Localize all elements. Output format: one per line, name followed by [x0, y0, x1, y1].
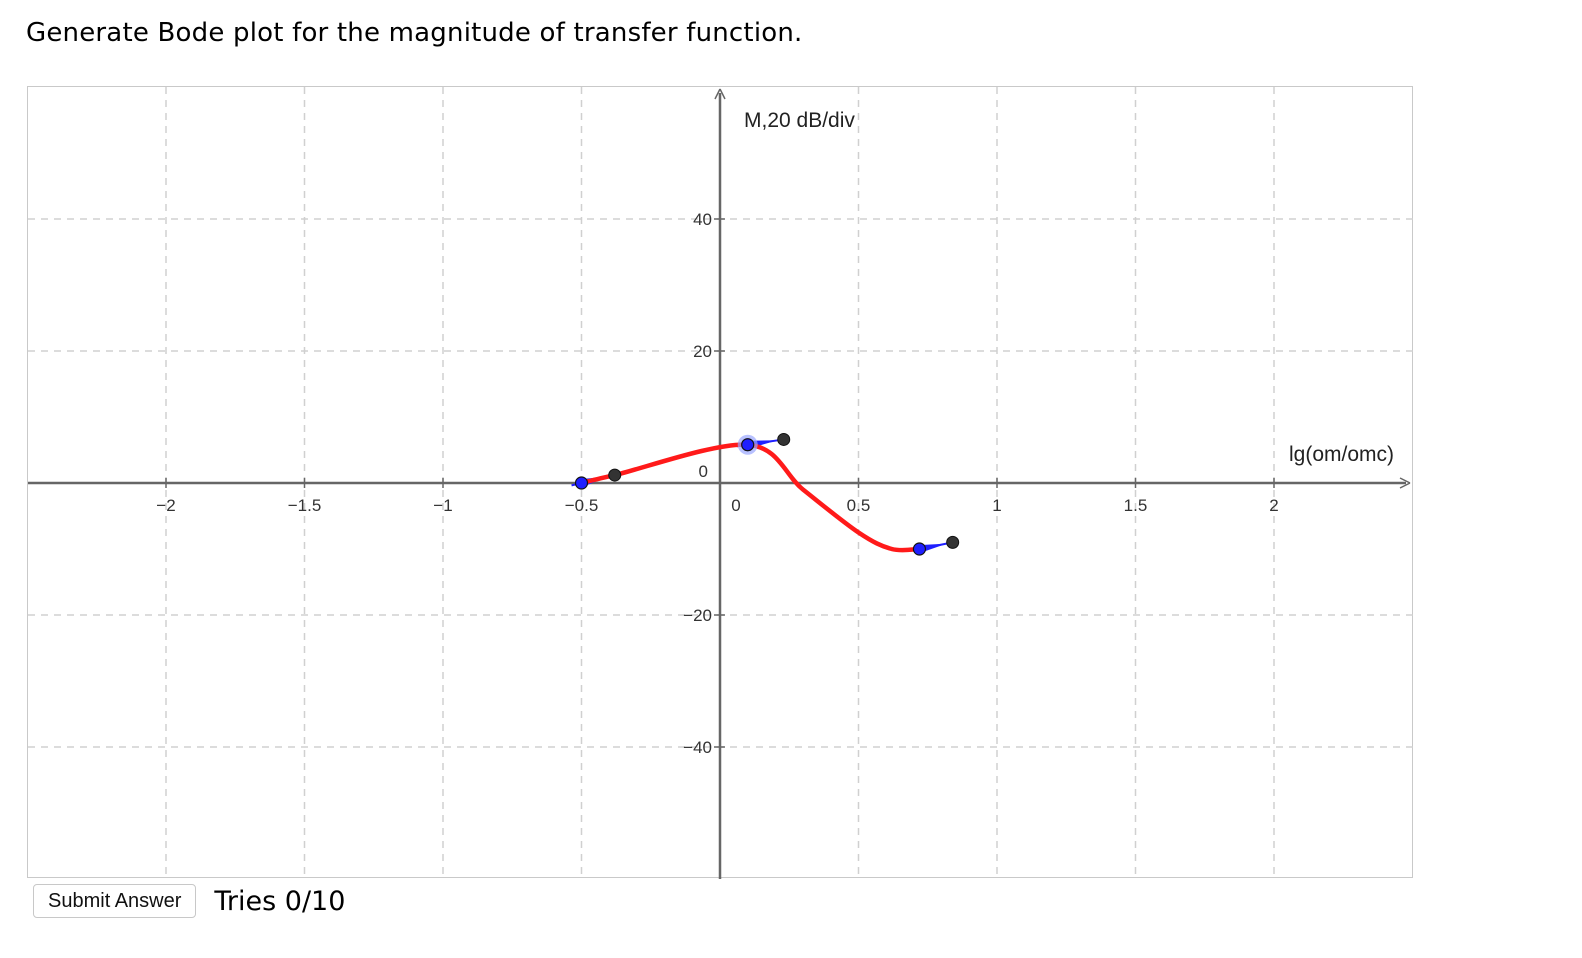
x-tick-label: 2 [1269, 496, 1278, 515]
x-tick-label: 0 [731, 496, 740, 515]
y-tick-label: −20 [683, 606, 712, 625]
y-tick-label: 40 [693, 210, 712, 229]
bode-plot-svg[interactable]: −2 −1.5 −1 −0.5 0 0.5 1 1.5 2 40 20 −20 −40 0 M,20 dB/… [28, 87, 1414, 879]
problem-statement: Generate Bode plot for the magnitude of … [26, 18, 803, 48]
y-axis-label: M,20 dB/div [744, 109, 855, 132]
tangent-handle-point[interactable] [777, 432, 791, 446]
x-tick-label: −1 [433, 496, 452, 515]
x-tick-label: 0.5 [847, 496, 871, 515]
curve-anchor-point[interactable] [741, 438, 755, 452]
bode-plot-graph[interactable]: −2 −1.5 −1 −0.5 0 0.5 1 1.5 2 40 20 −20 −40 0 M,20 dB/… [27, 86, 1414, 879]
x-tick-label: 1.5 [1124, 496, 1148, 515]
curve-anchor-point[interactable] [574, 476, 589, 490]
tries-counter: Tries 0/10 [214, 885, 346, 917]
submit-answer-button[interactable]: Submit Answer [33, 884, 197, 918]
curve-anchor-point[interactable] [912, 542, 927, 556]
y-tick-label: 20 [693, 342, 712, 361]
y-axis-arrow [714, 88, 726, 100]
y-tick-label: −40 [683, 738, 712, 757]
x-tick-label: −0.5 [565, 496, 599, 515]
tangent-handle-point[interactable] [608, 468, 622, 482]
tangent-handle-point[interactable] [946, 535, 960, 549]
x-tick-label: 1 [992, 496, 1001, 515]
x-axis-arrow [1399, 477, 1411, 489]
x-tick-label: −1.5 [288, 496, 322, 515]
x-tick-label: −2 [156, 496, 175, 515]
y-tick-label: 0 [699, 462, 708, 481]
x-axis-label: lg(om/omc) [1289, 443, 1394, 466]
answer-controls: Submit Answer Tries 0/10 [33, 884, 345, 918]
